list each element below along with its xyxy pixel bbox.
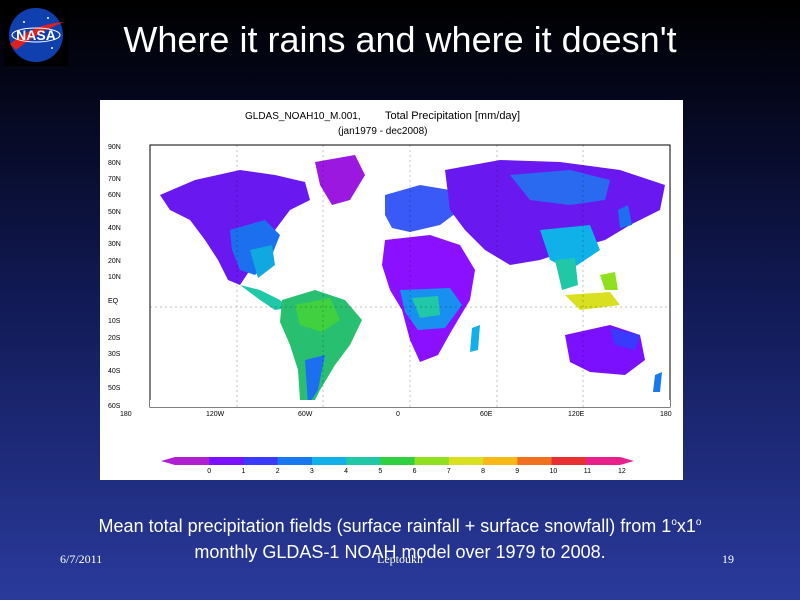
- colorbar-segment: [277, 457, 313, 465]
- map-variable-title: Total Precipitation [mm/day]: [385, 110, 520, 122]
- lon-label: 120E: [568, 411, 585, 418]
- lon-label: 120W: [206, 411, 225, 418]
- lat-labels: 90N 80N 70N 60N 50N 40N 30N 20N 10N EQ 1…: [108, 144, 121, 410]
- colorbar-arrow-left: [161, 457, 175, 465]
- lon-label: 60E: [480, 411, 493, 418]
- colorbar-label: 4: [344, 468, 348, 475]
- colorbar-label: 5: [378, 468, 382, 475]
- lat-label: 30N: [108, 241, 121, 248]
- lat-label: 20S: [108, 335, 121, 342]
- colorbar-segment: [551, 457, 587, 465]
- colorbar-label: 7: [447, 468, 451, 475]
- lat-label: 10N: [108, 274, 121, 281]
- colorbar-segment: [311, 457, 347, 465]
- colorbar-label: 1: [241, 468, 245, 475]
- footer-author: Leptoukh: [377, 552, 423, 566]
- lon-label: 60W: [298, 411, 313, 418]
- colorbar-segment: [209, 457, 244, 465]
- lat-label: 50S: [108, 385, 121, 392]
- lat-label: 80N: [108, 160, 121, 167]
- colorbar-label: 11: [584, 468, 591, 475]
- page-number: 19: [722, 552, 734, 566]
- caption-line1: Mean total precipitation fields (surface…: [98, 516, 672, 536]
- nasa-logo-text: NASA: [16, 27, 56, 43]
- caption-degree-sup: o: [671, 517, 677, 528]
- colorbar-segment: [414, 457, 450, 465]
- colorbar-segment: [448, 457, 484, 465]
- colorbar-label: 9: [515, 468, 519, 475]
- colorbar-label: 10: [550, 468, 558, 475]
- slide-title: Where it rains and where it doesn't: [123, 19, 677, 60]
- map-gridlines: [150, 145, 670, 407]
- lon-label: 180: [120, 411, 132, 418]
- colorbar-segment: [517, 457, 553, 465]
- colorbar-label: 3: [310, 468, 314, 475]
- colorbar-arrow-right: [620, 457, 634, 465]
- slide-caption: Mean total precipitation fields (surface…: [40, 510, 760, 565]
- lat-label: 30S: [108, 351, 121, 358]
- colorbar-label: 12: [618, 468, 626, 475]
- map-period: (jan1979 - dec2008): [338, 126, 428, 137]
- caption-mid: x1: [676, 516, 696, 536]
- colorbar-label: 2: [276, 468, 280, 475]
- lon-label: 0: [396, 411, 400, 418]
- colorbar-segment: [346, 457, 381, 465]
- colorbar-segment: [380, 457, 416, 465]
- precipitation-map-figure: GLDAS_NOAH10_M.001, Total Precipitation …: [100, 100, 683, 480]
- caption-line2: monthly GLDAS-1 NOAH model over 1979 to …: [194, 542, 606, 562]
- colorbar-segment: [243, 457, 279, 465]
- colorbar-segment: [585, 457, 621, 465]
- lat-label: EQ: [108, 298, 119, 305]
- lat-label: 40N: [108, 225, 121, 232]
- lon-label: 180: [660, 411, 672, 418]
- colorbar: 0 1 2 3 4 5 6 7 8 9 10 11 12: [161, 457, 634, 475]
- lat-label: 50N: [108, 209, 121, 216]
- map-dataset-id: GLDAS_NOAH10_M.001,: [245, 111, 361, 122]
- nasa-logo: NASA: [4, 4, 68, 66]
- lat-label: 10S: [108, 318, 121, 325]
- lat-label: 70N: [108, 176, 121, 183]
- caption-degree-sup: o: [695, 517, 702, 528]
- lon-labels: 180 120W 60W 0 60E 120E 180: [120, 411, 672, 418]
- lat-label: 90N: [108, 144, 121, 151]
- lat-label: 20N: [108, 258, 121, 265]
- lat-label: 60S: [108, 403, 121, 410]
- colorbar-label: 6: [413, 468, 417, 475]
- map-continents: [150, 155, 670, 407]
- colorbar-segment: [175, 457, 210, 465]
- lat-label: 60N: [108, 192, 121, 199]
- lat-label: 40S: [108, 368, 121, 375]
- footer-date: 6/7/2011: [60, 552, 103, 566]
- colorbar-segment: [483, 457, 518, 465]
- colorbar-label: 0: [207, 468, 211, 475]
- precipitation-map: GLDAS_NOAH10_M.001, Total Precipitation …: [108, 110, 672, 475]
- colorbar-label: 8: [481, 468, 485, 475]
